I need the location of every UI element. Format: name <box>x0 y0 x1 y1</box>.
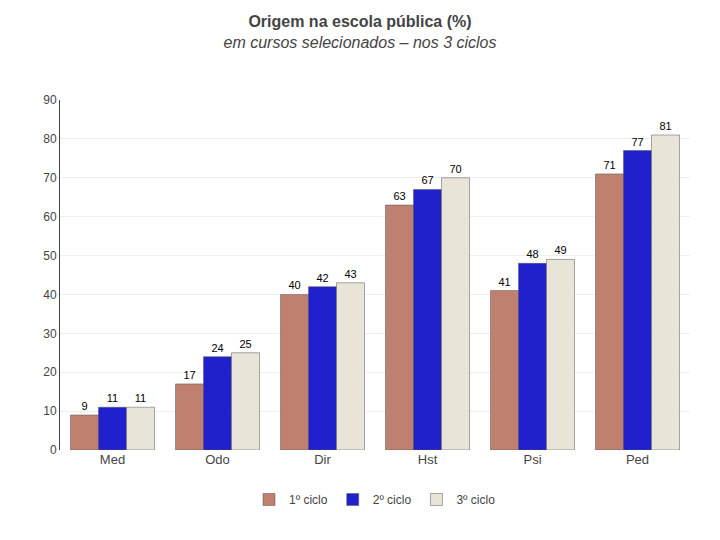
svg-text:0: 0 <box>50 443 57 457</box>
svg-text:Origem na escola pública (%)em: Origem na escola pública (%)em cursos se… <box>223 13 496 51</box>
svg-text:Psi: Psi <box>523 452 541 467</box>
svg-text:49: 49 <box>554 244 566 256</box>
svg-text:41: 41 <box>498 276 510 288</box>
svg-text:77: 77 <box>631 136 643 148</box>
svg-text:10: 10 <box>43 404 57 418</box>
svg-text:70: 70 <box>43 171 57 185</box>
svg-text:1º ciclo: 1º ciclo <box>289 493 328 507</box>
svg-text:90: 90 <box>43 93 57 107</box>
svg-text:Hst: Hst <box>418 452 438 467</box>
svg-text:80: 80 <box>43 132 57 146</box>
svg-text:50: 50 <box>43 249 57 263</box>
svg-text:Ped: Ped <box>626 452 649 467</box>
svg-text:42: 42 <box>316 272 328 284</box>
svg-text:81: 81 <box>659 120 671 132</box>
svg-text:11: 11 <box>107 392 118 404</box>
svg-text:Dir: Dir <box>314 452 331 467</box>
svg-text:43: 43 <box>344 268 356 280</box>
svg-text:11: 11 <box>135 392 146 404</box>
svg-text:40: 40 <box>288 279 300 291</box>
svg-text:71: 71 <box>603 159 615 171</box>
svg-text:48: 48 <box>526 248 538 260</box>
svg-text:30: 30 <box>43 327 57 341</box>
svg-text:40: 40 <box>43 288 57 302</box>
svg-text:Med: Med <box>100 452 125 467</box>
svg-text:Odo: Odo <box>205 452 230 467</box>
svg-text:3º ciclo: 3º ciclo <box>456 493 495 507</box>
svg-text:60: 60 <box>43 210 57 224</box>
svg-text:24: 24 <box>211 342 223 354</box>
svg-text:2º ciclo: 2º ciclo <box>373 493 412 507</box>
svg-text:20: 20 <box>43 365 57 379</box>
svg-text:9: 9 <box>81 400 87 412</box>
svg-text:25: 25 <box>239 338 251 350</box>
svg-text:70: 70 <box>449 163 461 175</box>
svg-text:17: 17 <box>183 369 195 381</box>
svg-text:63: 63 <box>393 190 405 202</box>
svg-text:67: 67 <box>421 174 433 186</box>
